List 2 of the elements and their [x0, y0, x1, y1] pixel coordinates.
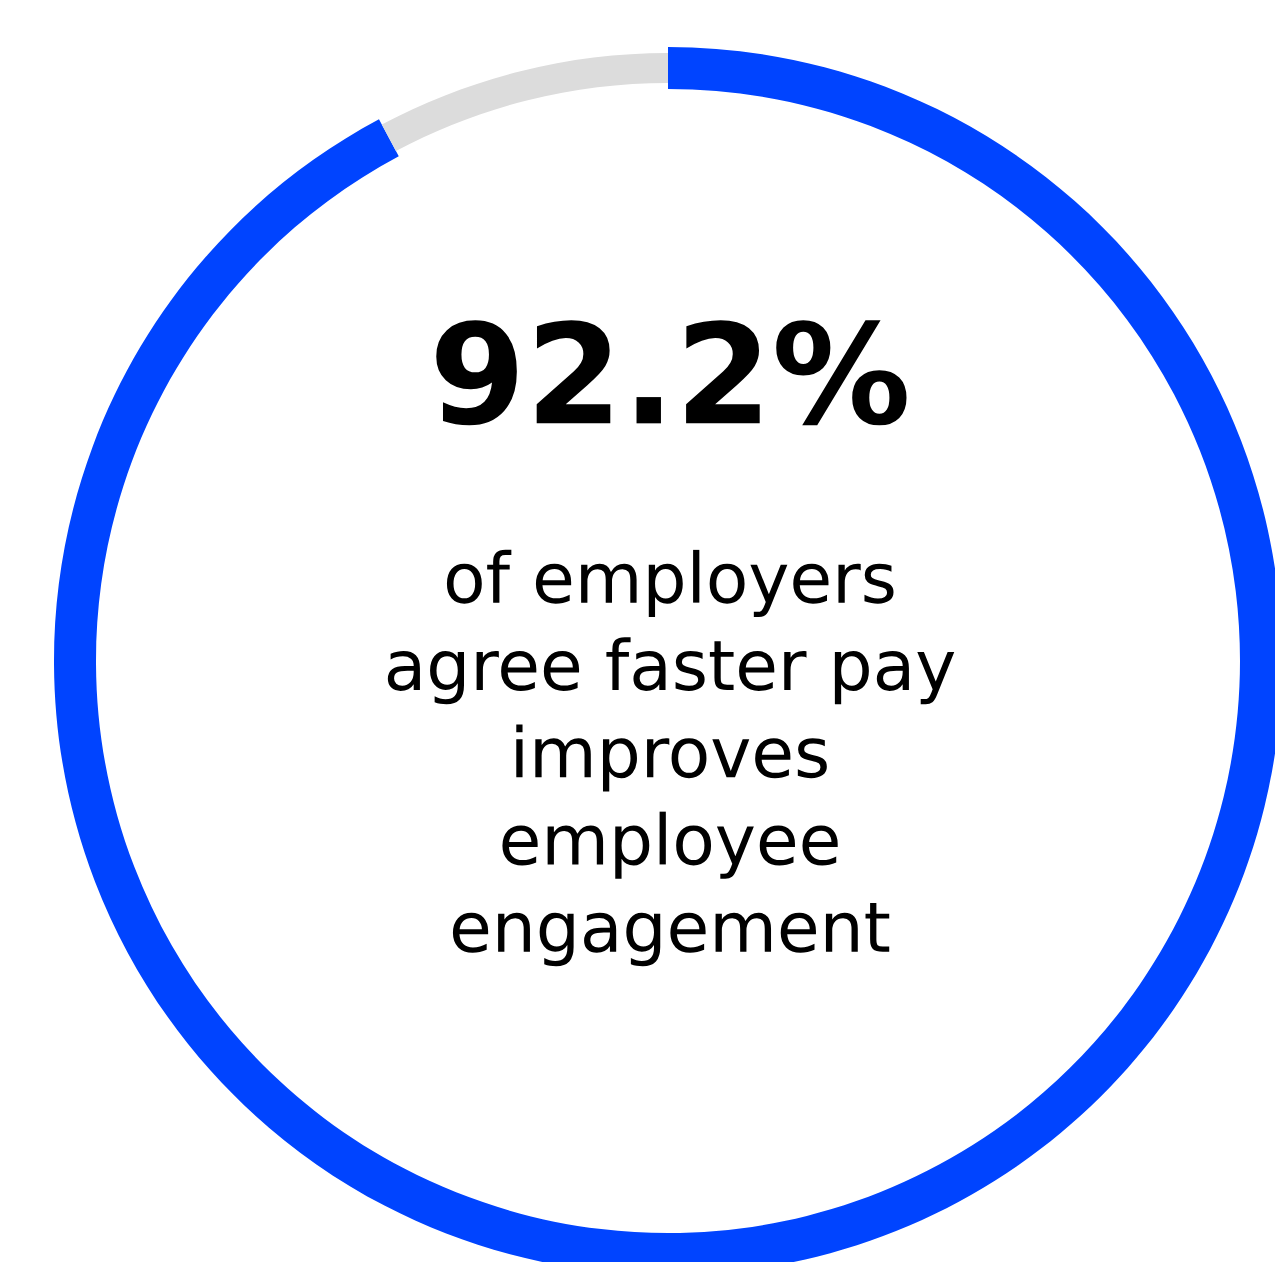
text: of employers agree faster pay improves employee engagement — [387, 549, 955, 967]
text: 92.2% — [436, 320, 907, 426]
